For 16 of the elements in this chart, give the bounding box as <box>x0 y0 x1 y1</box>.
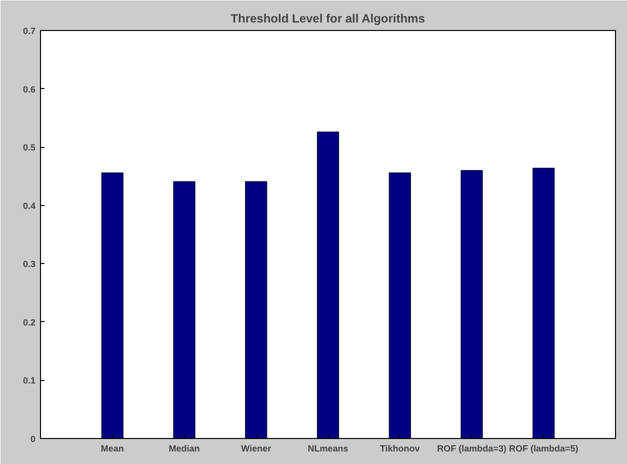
y-tick-label: 0.4 <box>22 200 36 211</box>
y-tick-label: 0.1 <box>22 376 36 386</box>
y-tick-label: 0.7 <box>22 26 36 36</box>
x-tick-label: Median <box>168 444 200 454</box>
chart-title: Threshold Level for all Algorithms <box>230 12 426 26</box>
x-tick-label: Wiener <box>241 444 272 454</box>
y-tick-label: 0 <box>30 434 36 444</box>
x-tick-label: Tikhonov <box>380 444 420 454</box>
x-tick-label: NLmeans <box>308 444 348 454</box>
x-tick-label: ROF (lambda=3) <box>437 444 506 454</box>
y-tick-label: 0.6 <box>22 84 36 94</box>
y-tick-label: 0.5 <box>22 142 36 153</box>
x-tick-label: ROF (lambda=5) <box>508 444 578 454</box>
y-tick-label: 0.3 <box>22 259 36 270</box>
y-tick-label: 0.2 <box>22 317 36 328</box>
x-tick-label: Mean <box>100 444 124 454</box>
